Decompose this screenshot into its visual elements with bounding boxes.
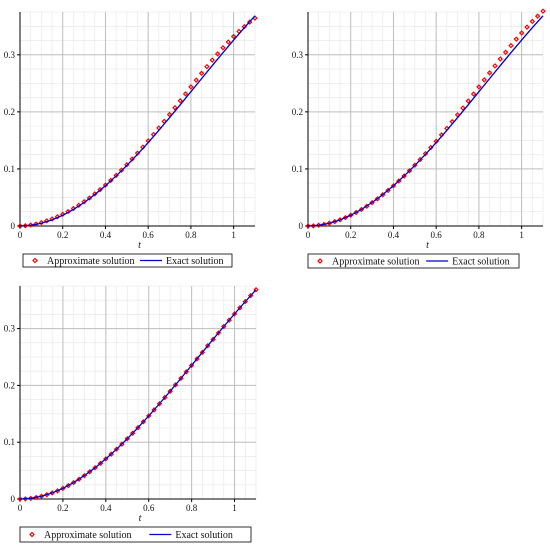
- legend-label-exact: Exact solution: [452, 257, 510, 268]
- legend-label-exact: Exact solution: [166, 256, 224, 267]
- y-tick-label: 0.3: [4, 50, 16, 60]
- y-tick-label: 0: [11, 221, 16, 231]
- legend-label-approx: Approximate solution: [47, 256, 135, 267]
- approx-point: [27, 222, 34, 228]
- x-tick-label: 0.6: [431, 230, 443, 240]
- x-tick-label: 0: [306, 230, 311, 240]
- approx-point: [230, 33, 237, 40]
- chart-panel: 0 0.2 0.4 0.6 0.8 1 0 0.1 0.2 0.3 t Approximate sol…: [4, 285, 259, 543]
- approx-point: [502, 49, 509, 55]
- approx-point: [214, 51, 221, 57]
- y-tick-label: 0.1: [4, 164, 15, 174]
- approx-point: [529, 18, 536, 25]
- legend-label-approx: Approximate solution: [44, 530, 132, 541]
- y-tick-label: 0.2: [4, 380, 15, 390]
- x-tick-label: 0.6: [143, 503, 155, 513]
- x-tick-label: 0.8: [185, 230, 197, 240]
- x-tick-label: 0.8: [473, 230, 485, 240]
- approx-point: [497, 56, 504, 62]
- x-tick-label: 1: [519, 230, 524, 240]
- x-tick-label: 0.4: [388, 230, 400, 240]
- approx-point: [204, 63, 210, 70]
- x-tick-label: 0: [18, 230, 23, 240]
- x-tick-label: 0: [18, 503, 23, 513]
- approx-point: [534, 13, 541, 19]
- legend-box: [22, 253, 233, 268]
- approx-point: [188, 84, 194, 90]
- approx-point: [43, 218, 50, 224]
- x-tick-label: 1: [231, 230, 236, 240]
- x-tick-label: 1: [232, 503, 237, 513]
- legend-box: [19, 526, 252, 543]
- approx-point: [49, 216, 55, 222]
- approx-point: [38, 219, 45, 226]
- y-tick-label: 0.1: [292, 164, 303, 174]
- x-axis-label: t: [426, 240, 429, 251]
- approx-point: [481, 77, 487, 83]
- approx-point: [33, 221, 39, 227]
- y-tick-label: 0.3: [4, 324, 16, 334]
- approx-point: [209, 57, 216, 63]
- x-tick-label: 0.6: [143, 230, 155, 240]
- approx-point: [54, 214, 61, 220]
- approx-point: [486, 70, 493, 76]
- approx-point: [172, 104, 178, 111]
- approx-point: [460, 105, 466, 111]
- legend-label-exact: Exact solution: [175, 530, 233, 541]
- x-tick-label: 0.2: [57, 230, 68, 240]
- approx-point: [65, 208, 71, 215]
- y-tick-label: 0.2: [4, 107, 15, 117]
- exact-line: [19, 289, 257, 500]
- legend-label-approx: Approximate solution: [332, 257, 420, 268]
- approx-point: [166, 111, 173, 118]
- x-axis-label: t: [138, 240, 141, 251]
- approx-point: [470, 91, 477, 97]
- approx-point: [246, 19, 253, 25]
- x-axis-label: t: [139, 513, 142, 524]
- exact-line: [307, 15, 544, 227]
- legend-marker-approx: [29, 531, 35, 538]
- x-tick-label: 0.2: [57, 503, 68, 513]
- approx-point: [177, 98, 183, 104]
- chart-panel: 0 0.2 0.4 0.6 0.8 1 0 0.1 0.2 0.3 t Approximate sol…: [292, 8, 546, 269]
- approx-point: [253, 287, 259, 293]
- x-tick-label: 0.4: [100, 230, 112, 240]
- approx-point: [220, 45, 226, 51]
- approx-point: [518, 30, 525, 36]
- approx-point: [193, 77, 199, 83]
- y-tick-label: 0.2: [292, 107, 303, 117]
- legend-marker-approx: [32, 257, 38, 264]
- y-tick-label: 0: [11, 494, 16, 504]
- legend-marker-approx: [317, 258, 323, 264]
- x-tick-label: 0.8: [186, 503, 198, 513]
- approx-point: [524, 24, 530, 30]
- approx-point: [225, 39, 232, 45]
- approx-point: [508, 42, 514, 49]
- approx-point: [59, 211, 66, 218]
- y-tick-label: 0.3: [292, 50, 304, 60]
- approx-point: [476, 84, 482, 90]
- approx-point: [182, 91, 189, 97]
- approx-point: [198, 70, 205, 77]
- approx-point: [513, 36, 520, 42]
- y-tick-label: 0.1: [4, 437, 15, 447]
- y-tick-label: 0: [299, 221, 304, 231]
- x-tick-label: 0.2: [345, 230, 356, 240]
- exact-line: [19, 15, 256, 227]
- approx-point: [540, 8, 546, 14]
- approx-point: [465, 98, 471, 104]
- approx-point: [492, 63, 498, 69]
- legend-box: [307, 253, 520, 269]
- x-tick-label: 0.4: [100, 503, 112, 513]
